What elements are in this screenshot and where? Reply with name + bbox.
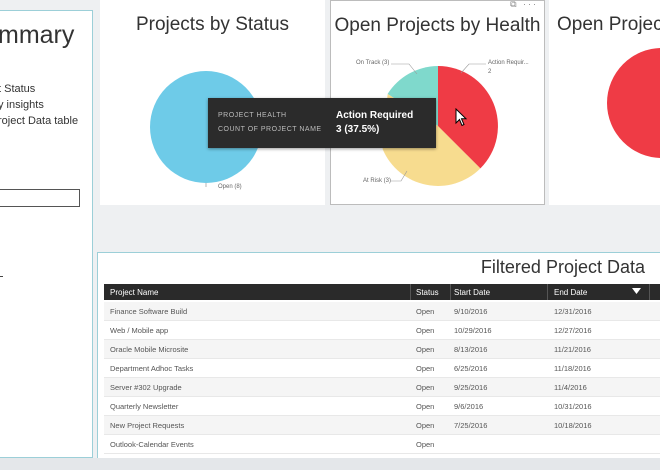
chart-title: Open Projects by Health <box>334 15 541 36</box>
start-date-cell: 9/6/2016 <box>454 402 484 411</box>
table-row[interactable]: Quarterly Newsletter Open 9/6/2016 10/31/20… <box>104 397 660 416</box>
pie-label-action-required-count: 2 <box>488 69 492 75</box>
label-leader <box>391 63 418 75</box>
table-row[interactable]: Oracle Mobile Microsite Open 8/13/2016 11/2… <box>104 340 660 359</box>
divider <box>0 276 3 277</box>
mouse-cursor-icon <box>455 108 468 127</box>
end-date-cell: 11/18/2016 <box>554 364 591 373</box>
column-header-end-date[interactable]: End Date <box>554 288 588 297</box>
project-name-cell: New Project Requests <box>110 421 185 430</box>
table-row[interactable]: Department Adhoc Tasks Open 6/25/2016 11/18… <box>104 359 660 378</box>
table-row[interactable]: New Project Requests Open 7/25/2016 10/18/2… <box>104 416 660 435</box>
table-header: Project Name Status Start Date End Date <box>104 284 660 300</box>
summary-panel: mmary t Status y insights roject Data ta… <box>0 10 93 458</box>
chart-tooltip: PROJECT HEALTH Action Required COUNT OF … <box>208 98 436 148</box>
pie-label-on-track: On Track (3) <box>356 60 390 66</box>
project-name-cell: Oracle Mobile Microsite <box>110 345 189 354</box>
end-date-cell: 10/31/2016 <box>554 402 592 411</box>
chart-title: Open Project <box>557 14 660 35</box>
pie-slice-action-required[interactable] <box>438 66 498 169</box>
status-cell: Open <box>416 402 435 411</box>
filter-input[interactable] <box>0 189 80 207</box>
project-name-cell: Quarterly Newsletter <box>110 402 179 411</box>
project-name-cell: Web / Mobile app <box>110 326 169 335</box>
chart-open-projects-by-health[interactable]: ⧉ ··· Open Projects by Health On Track (… <box>330 0 545 205</box>
table-row[interactable]: Server #302 Upgrade Open 9/25/2016 11/4/201… <box>104 378 660 397</box>
chart-open-project[interactable]: Open Project <box>549 0 660 205</box>
sort-descending-icon[interactable] <box>632 288 641 295</box>
table-row[interactable]: Finance Software Build Open 9/10/2016 12/31… <box>104 302 660 321</box>
status-cell: Open <box>416 364 435 373</box>
summary-item[interactable]: t Status <box>0 83 36 95</box>
start-date-cell: 10/29/2016 <box>454 326 492 335</box>
table-body: Finance Software Build Open 9/10/2016 12/31… <box>104 302 660 454</box>
end-date-cell: 10/18/2016 <box>554 421 592 430</box>
status-cell: Open <box>416 307 435 316</box>
chart-title: Projects by Status <box>135 14 290 35</box>
pie-label-action-required: Action Requir... <box>488 60 529 66</box>
pie-slice[interactable] <box>607 48 660 158</box>
column-divider <box>547 284 548 300</box>
label-leader <box>460 63 486 74</box>
status-bar <box>0 458 660 470</box>
column-divider <box>410 284 411 300</box>
status-cell: Open <box>416 440 435 449</box>
status-cell: Open <box>416 383 435 392</box>
tooltip-key: COUNT OF PROJECT NAME <box>218 126 322 133</box>
column-header-status[interactable]: Status <box>416 288 439 297</box>
column-header-project-name[interactable]: Project Name <box>110 288 159 297</box>
start-date-cell: 9/25/2016 <box>454 383 488 392</box>
summary-item[interactable]: roject Data table <box>0 115 79 127</box>
project-name-cell: Outlook-Calendar Events <box>110 440 194 449</box>
end-date-cell: 11/21/2016 <box>554 345 591 354</box>
column-header-start-date[interactable]: Start Date <box>454 288 491 297</box>
project-name-cell: Finance Software Build <box>110 307 188 316</box>
column-divider <box>649 284 650 300</box>
status-cell: Open <box>416 421 435 430</box>
filtered-project-data-panel: Filtered Project Data Project Name Statu… <box>97 252 660 461</box>
project-name-cell: Department Adhoc Tasks <box>110 364 194 373</box>
pie-label-open: Open (8) <box>218 184 242 190</box>
table-row[interactable]: Web / Mobile app Open 10/29/2016 12/27/2016 <box>104 321 660 340</box>
table-row[interactable]: Outlook-Calendar Events Open <box>104 435 660 454</box>
label-leader <box>391 170 408 182</box>
end-date-cell: 12/27/2016 <box>554 326 592 335</box>
status-cell: Open <box>416 326 435 335</box>
start-date-cell: 8/13/2016 <box>454 345 488 354</box>
status-cell: Open <box>416 345 435 354</box>
column-divider <box>450 284 451 300</box>
end-date-cell: 12/31/2016 <box>554 307 592 316</box>
end-date-cell: 11/4/2016 <box>554 383 587 392</box>
summary-title: mmary <box>0 21 75 49</box>
project-name-cell: Server #302 Upgrade <box>110 383 182 392</box>
start-date-cell: 7/25/2016 <box>454 421 488 430</box>
table-title: Filtered Project Data <box>480 257 645 277</box>
tooltip-value: Action Required <box>336 110 414 121</box>
tooltip-key: PROJECT HEALTH <box>218 112 287 119</box>
summary-item[interactable]: y insights <box>0 99 44 111</box>
pie-label-at-risk: At Risk (3) <box>363 178 392 184</box>
start-date-cell: 6/25/2016 <box>454 364 488 373</box>
tooltip-value: 3 (37.5%) <box>336 124 380 135</box>
start-date-cell: 9/10/2016 <box>454 307 488 316</box>
focus-icon[interactable]: ⧉ ··· <box>510 0 538 9</box>
third-pie <box>607 48 660 158</box>
